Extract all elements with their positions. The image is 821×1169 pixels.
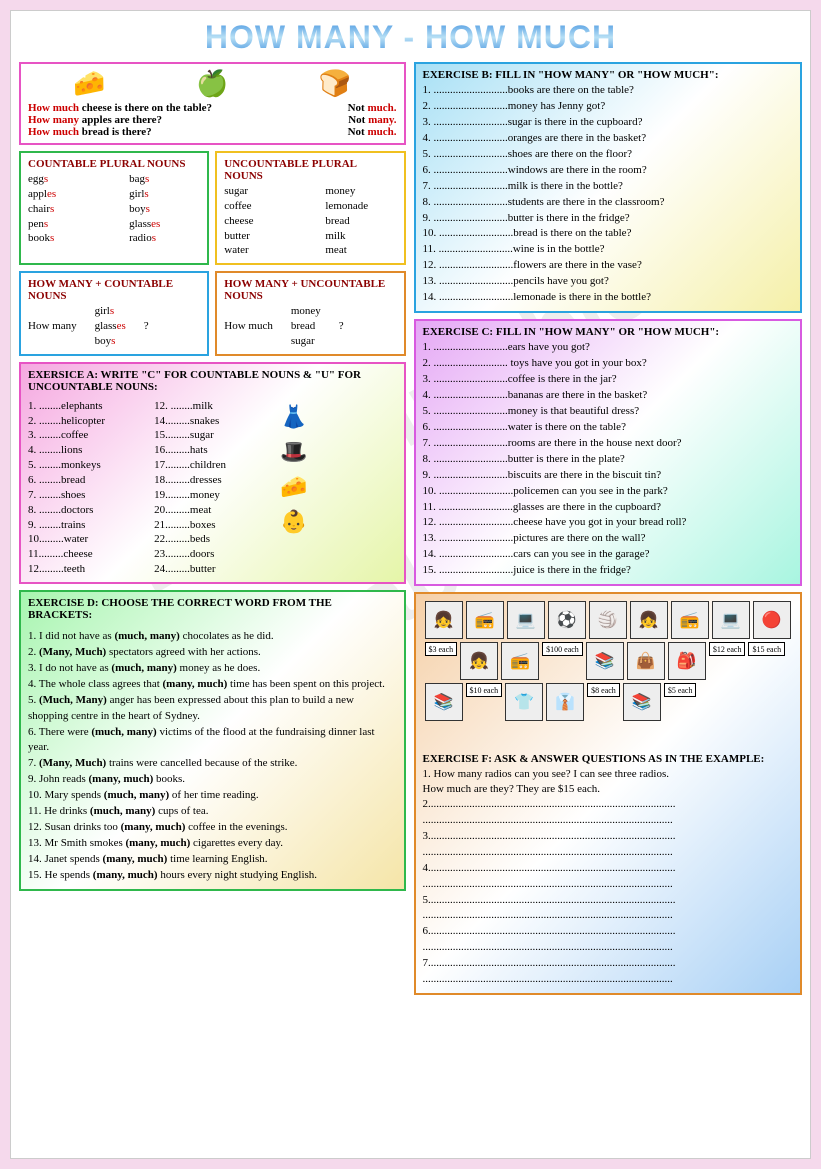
doll-icon: 👧 [425,601,463,639]
exB-list: 1. ...........................books are … [423,83,794,306]
howmuch-heading: HOW MANY + UNCOUNTABLE NOUNS [224,278,396,302]
uncountable-col1: sugarcoffeecheesebutterwater [224,184,295,258]
price-2: $100 each [542,642,583,656]
howmany-q: ? [144,319,149,334]
exercise-d: EXERCISE D: CHOOSE THE CORRECT WORD FROM… [19,590,406,891]
doll-icon-2: 👧 [630,601,668,639]
countable-box: COUNTABLE PLURAL NOUNS eggsappleschairsp… [19,151,209,265]
exercise-b: EXERCISE B: FILL IN "HOW MANY" OR "HOW M… [414,62,803,313]
intro-box: 🧀 🍏 🍞 How much cheese is there on the ta… [19,62,406,145]
countable-heading: COUNTABLE PLURAL NOUNS [28,158,200,170]
q2-lead: How many [28,114,82,126]
computer-icon-2: 💻 [712,601,750,639]
price-1: $15 each [748,642,785,656]
a2-word: many. [368,114,396,126]
howmuch-q: ? [339,319,344,334]
intro-images: 🧀 🍏 🍞 [28,69,397,99]
exC-list: 1. ...........................ears have … [423,340,794,579]
bread-icon: 🍞 [319,69,351,99]
howmany-heading: HOW MANY + COUNTABLE NOUNS [28,278,200,302]
bag-icon: 👜 [627,642,665,680]
books-icon: 📚 [586,642,624,680]
countable-col2: bagsgirlsboysglassesradios [129,172,200,246]
radio-icon-3: 📻 [501,642,539,680]
a3-word: much. [367,126,396,138]
uncountable-col2: moneylemonadebreadmilkmeat [325,184,396,258]
q3-lead: How much [28,126,82,138]
exD-list: 1. I did not have as (much, many) chocol… [28,629,397,884]
q3-rest: bread is there? [82,126,152,138]
howmany-items: girlsglassesboys [95,304,126,349]
computer-icon: 💻 [507,601,545,639]
a1-not: Not [348,102,368,114]
exA-left-col: 1. ........elephants2. ........helicopte… [28,399,144,577]
a3-not: Not [348,126,368,138]
bag-icon-2: 🎒 [668,642,706,680]
books-icon-2: 📚 [425,683,463,721]
beachball-icon: 🔴 [753,601,791,639]
radio-icon: 📻 [466,601,504,639]
price-4: $8 each [587,683,620,697]
books-icon-3: 📚 [623,683,661,721]
ball-icon: 🏐 [589,601,627,639]
exF-images: 👧 📻 💻 ⚽ 🏐 👧 📻 💻 🔴 $3 each 👧 📻 $100 each … [423,599,794,749]
a2-not: Not [348,114,368,126]
uncountable-heading: UNCOUNTABLE PLURAL NOUNS [224,158,396,182]
exA-clipart: 👗🎩🧀👶 [280,399,396,577]
price-5: $5 each [664,683,697,697]
exF-ex1: 1. How many radios can you see? I can se… [423,767,794,782]
exF-heading: EXERCISE F: ASK & ANSWER QUESTIONS AS IN… [423,753,794,765]
howmany-box: HOW MANY + COUNTABLE NOUNS How many girl… [19,271,209,356]
exA-right-col: 12. ........milk14.........snakes15.....… [154,399,270,577]
radio-icon-2: 📻 [671,601,709,639]
countable-col1: eggsappleschairspensbooks [28,172,99,246]
price-3: $3 each [425,642,458,656]
price-6: $10 each [466,683,503,697]
exF-lines: 2.......................................… [423,797,794,988]
uncountable-box: UNCOUNTABLE PLURAL NOUNS sugarcoffeechee… [215,151,405,265]
q2-rest: apples are there? [82,114,162,126]
q1-rest: cheese is there on the table? [82,102,212,114]
exF-ex2: How much are they? They are $15 each. [423,782,794,797]
apple-icon: 🍏 [196,69,228,99]
howmuch-box: HOW MANY + UNCOUNTABLE NOUNS How much mo… [215,271,405,356]
howmuch-left: How much [224,319,273,334]
cheese-icon: 🧀 [73,69,105,99]
exercise-c: EXERCISE C: FILL IN "HOW MANY" OR "HOW M… [414,319,803,586]
howmuch-items: moneybreadsugar [291,304,321,349]
a1-word: much. [367,102,396,114]
howmany-left: How many [28,319,77,334]
exC-heading: EXERCISE C: FILL IN "HOW MANY" OR "HOW M… [423,326,794,338]
exercise-f: 👧 📻 💻 ⚽ 🏐 👧 📻 💻 🔴 $3 each 👧 📻 $100 each … [414,592,803,995]
exD-heading: EXERCISE D: CHOOSE THE CORRECT WORD FROM… [28,597,397,621]
exA-heading: EXERSICE A: WRITE "C" FOR COUNTABLE NOUN… [28,369,397,393]
doll-icon-3: 👧 [460,642,498,680]
exB-heading: EXERCISE B: FILL IN "HOW MANY" OR "HOW M… [423,69,794,81]
shirt-icon: 👕 [505,683,543,721]
price-0: $12 each [709,642,746,656]
exercise-a: EXERSICE A: WRITE "C" FOR COUNTABLE NOUN… [19,362,406,584]
shirt-icon-2: 👔 [546,683,584,721]
q1-lead: How much [28,102,82,114]
soccer-icon: ⚽ [548,601,586,639]
page-title: HOW MANY - HOW MUCH [19,19,802,56]
